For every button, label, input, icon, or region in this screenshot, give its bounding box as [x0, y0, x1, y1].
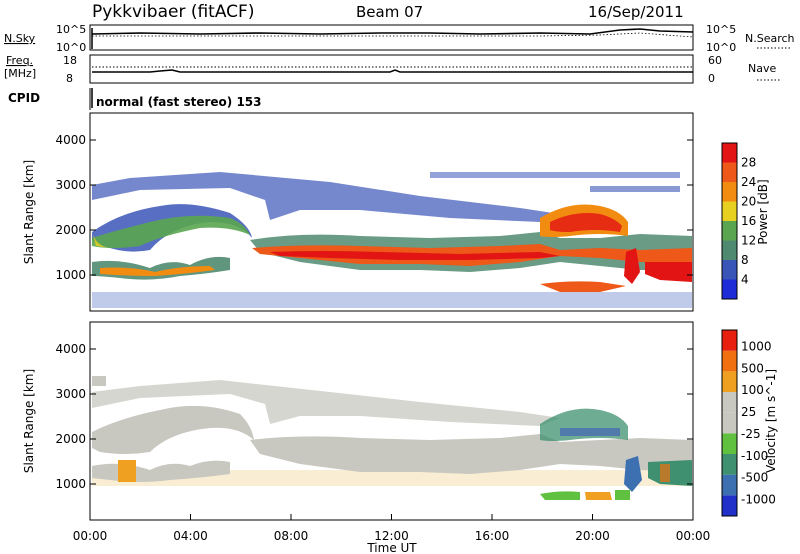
date-title: 16/Sep/2011: [588, 3, 684, 21]
nsearch-tick-top: 10^5: [706, 23, 736, 36]
freq-label: Freq.: [6, 54, 33, 67]
velocity-colorbar-segment: [722, 495, 737, 516]
power-colorbar-segment: [722, 201, 737, 221]
x-tick-label: 16:00: [475, 529, 510, 543]
beam-title: Beam 07: [356, 3, 423, 21]
freq-tick-top: 18: [63, 54, 77, 67]
velocity-ytick-label: 3000: [55, 387, 86, 401]
power-colorbar: 4 8 12 16 20 24 28: [721, 142, 756, 300]
power-ytick-label: 4000: [55, 133, 86, 147]
cpid-panel: CPID normal (fast stereo) 153: [8, 88, 262, 110]
velocity-ytick-label: 4000: [55, 342, 86, 356]
power-colorbar-tick: 28: [741, 156, 756, 170]
time-x-axis: 00:00 04:00 08:00 12:00 16:00 20:00 00:00: [73, 514, 711, 543]
nsky-tick-bottom: 10^0: [56, 41, 86, 54]
velocity-colorbar-segment: [722, 454, 737, 475]
velocity-colorbar-label-text: Velocity [m s^-1]: [764, 369, 778, 473]
velocity-ylabel: Slant Range [km]: [22, 369, 36, 473]
velocity-ytick-label: 2000: [55, 432, 86, 446]
velocity-colorbar-frame: [721, 329, 738, 517]
freq-panel: Freq. [MHz] 18 8 60 0 Nave: [4, 54, 780, 85]
power-colorbar-tick: 12: [741, 234, 756, 248]
velocity-y-axis: 1000 2000 3000 4000: [55, 342, 693, 491]
velocity-colorbar-tick: -100: [741, 449, 768, 463]
power-ytick-label: 2000: [55, 223, 86, 237]
power-ylabel: Slant Range [km]: [22, 160, 36, 264]
power-data-layer: [92, 172, 692, 308]
nave-tick-bottom: 0: [708, 72, 715, 85]
nsearch-label: N.Search: [745, 32, 795, 45]
power-colorbar-tick: 4: [741, 273, 749, 287]
freq-trace: [92, 69, 693, 73]
nave-tick-top: 60: [708, 54, 722, 67]
power-y-axis: 1000 2000 3000 4000: [55, 133, 693, 282]
freq-unit: [MHz]: [4, 67, 36, 80]
power-colorbar-segment: [722, 162, 737, 182]
freq-tick-bottom: 8: [66, 72, 73, 85]
velocity-colorbar-segment: [722, 330, 737, 351]
power-colorbar-segment: [722, 182, 737, 202]
power-colorbar-tick: 8: [741, 253, 749, 267]
station-title: Pykkvibaer (fitACF): [92, 2, 254, 22]
power-colorbar-tick: 24: [741, 175, 756, 189]
velocity-colorbar-segment: [722, 474, 737, 496]
velocity-colorbar-tick: -1000: [741, 493, 776, 507]
power-colorbar-segment: [722, 143, 737, 163]
power-colorbar-tick: 16: [741, 214, 756, 228]
velocity-colorbar-segment: [722, 412, 737, 434]
power-colorbar-segment: [722, 260, 737, 280]
power-ytick-label: 1000: [55, 268, 86, 282]
nsearch-trace: [92, 32, 694, 38]
cpid-text: normal (fast stereo) 153: [96, 95, 262, 109]
x-tick-label: 12:00: [374, 529, 409, 543]
power-colorbar-segment: [722, 221, 737, 241]
velocity-ytick-label: 1000: [55, 477, 86, 491]
velocity-colorbar-segment: [722, 350, 737, 372]
velocity-colorbar-tick: 100: [741, 383, 764, 397]
x-tick-label: 04:00: [173, 529, 208, 543]
x-tick-label: 00:00: [676, 529, 711, 543]
velocity-panel: 1000 2000 3000 4000 Slant Range [km] 1000 50…: [22, 321, 778, 554]
velocity-colorbar-segment: [722, 392, 737, 413]
nsky-tick-top: 10^5: [56, 23, 86, 36]
power-colorbar-segment: [722, 240, 737, 260]
velocity-data-layer: [92, 376, 692, 500]
power-panel: 1000 2000 3000 4000 Slant Range [km] 4 8 12 16…: [22, 112, 770, 312]
x-tick-label: 20:00: [575, 529, 610, 543]
nsky-panel: N.Sky 10^5 10^0 10^5 10^0 N.Search: [4, 23, 795, 54]
power-ytick-label: 3000: [55, 178, 86, 192]
velocity-colorbar-tick: 1000: [741, 339, 772, 353]
x-tick-label: 08:00: [274, 529, 309, 543]
cpid-label: CPID: [8, 91, 40, 105]
velocity-colorbar-tick: 500: [741, 361, 764, 375]
nsearch-tick-bottom: 10^0: [706, 41, 736, 54]
velocity-colorbar-tick: 25: [741, 405, 756, 419]
power-colorbar-segment: [722, 279, 737, 299]
x-axis-label: Time UT: [366, 541, 417, 554]
nsky-trace: [91, 28, 694, 35]
nsky-label: N.Sky: [4, 32, 36, 45]
power-colorbar-tick: 20: [741, 195, 756, 209]
x-tick-label: 00:00: [73, 529, 108, 543]
velocity-colorbar-segment: [722, 371, 737, 392]
power-colorbar-frame: [721, 142, 738, 300]
velocity-colorbar-segment: [722, 433, 737, 454]
velocity-colorbar-label: Velocity [m s^-1]: [764, 369, 778, 473]
velocity-colorbar-tick: -25: [741, 427, 761, 441]
power-colorbar-label: Power [dB]: [756, 179, 770, 244]
velocity-colorbar-tick: -500: [741, 471, 768, 485]
nave-label: Nave: [748, 62, 776, 75]
velocity-colorbar: 1000 500 100 25 -25 -100 -500 -1000: [721, 329, 776, 517]
